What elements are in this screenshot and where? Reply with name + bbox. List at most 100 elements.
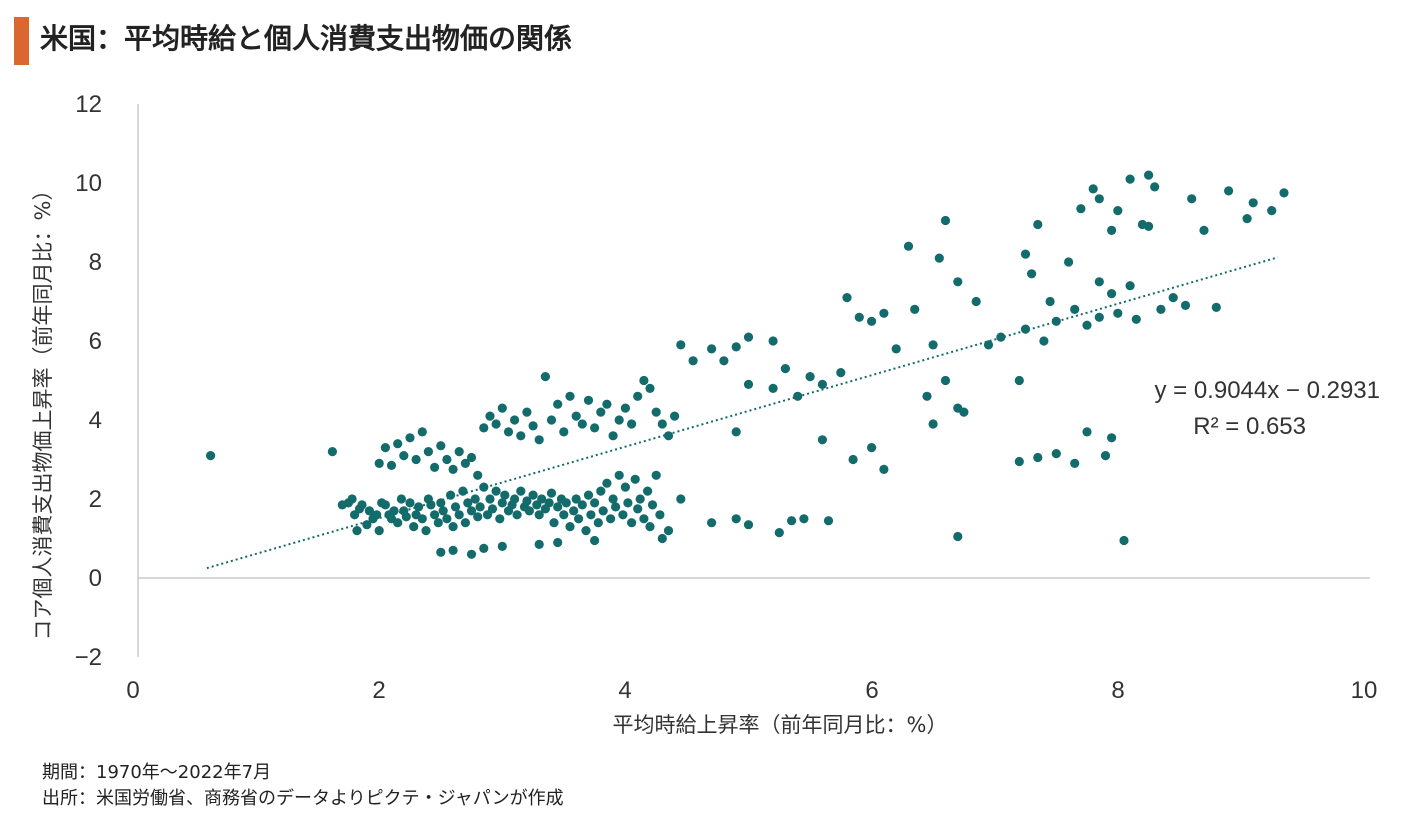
data-point bbox=[1094, 194, 1104, 204]
data-point bbox=[768, 383, 778, 393]
data-point bbox=[614, 415, 624, 425]
data-point bbox=[495, 514, 505, 524]
data-point bbox=[611, 502, 621, 512]
data-point bbox=[565, 391, 575, 401]
data-point bbox=[823, 516, 834, 526]
data-point bbox=[1064, 257, 1074, 267]
data-point bbox=[676, 494, 686, 504]
data-point bbox=[436, 547, 446, 557]
data-point bbox=[799, 514, 809, 524]
period-note: 期間：1970年～2022年7月 bbox=[42, 762, 272, 783]
data-point bbox=[1113, 206, 1123, 216]
data-point bbox=[848, 454, 858, 465]
data-point bbox=[583, 490, 594, 500]
data-point bbox=[540, 372, 551, 382]
title-accent-bar bbox=[14, 17, 29, 65]
data-point bbox=[602, 399, 612, 409]
data-point bbox=[487, 504, 498, 514]
data-point bbox=[528, 421, 538, 431]
data-point bbox=[614, 470, 624, 480]
data-point bbox=[559, 510, 569, 520]
data-point bbox=[1119, 535, 1129, 546]
data-point bbox=[743, 332, 754, 342]
y-tick-label: 0 bbox=[89, 565, 102, 592]
data-point bbox=[879, 464, 889, 474]
data-point bbox=[516, 486, 526, 496]
data-point bbox=[393, 439, 403, 449]
data-point bbox=[1082, 427, 1092, 437]
data-point bbox=[651, 407, 661, 417]
data-point bbox=[817, 435, 828, 445]
data-point bbox=[1242, 214, 1252, 224]
data-point bbox=[586, 510, 596, 520]
data-point bbox=[442, 514, 452, 524]
data-point bbox=[574, 514, 584, 524]
data-point bbox=[922, 391, 932, 401]
data-point bbox=[546, 488, 557, 498]
data-point bbox=[571, 411, 581, 421]
data-point bbox=[635, 494, 645, 504]
data-point bbox=[670, 411, 680, 421]
data-point bbox=[386, 460, 397, 470]
x-tick-label: 4 bbox=[618, 677, 631, 704]
data-point bbox=[983, 340, 994, 350]
data-point bbox=[389, 506, 399, 516]
data-point bbox=[593, 518, 603, 528]
data-point bbox=[1014, 375, 1024, 386]
data-point bbox=[1033, 452, 1043, 463]
data-point bbox=[448, 545, 458, 556]
data-point bbox=[590, 423, 600, 433]
data-point bbox=[485, 494, 495, 504]
data-point bbox=[639, 514, 649, 524]
data-point bbox=[473, 512, 483, 522]
data-point bbox=[1039, 336, 1049, 346]
data-point bbox=[497, 498, 507, 508]
data-point bbox=[1199, 225, 1209, 235]
data-point bbox=[401, 512, 411, 522]
data-point bbox=[633, 391, 643, 401]
data-point bbox=[959, 407, 969, 417]
data-point bbox=[509, 494, 520, 504]
data-point bbox=[928, 340, 938, 350]
data-point bbox=[433, 518, 443, 528]
data-point bbox=[743, 379, 754, 389]
data-point bbox=[891, 344, 901, 354]
data-point bbox=[470, 494, 480, 504]
data-point bbox=[553, 537, 563, 548]
data-point bbox=[417, 427, 427, 437]
data-point bbox=[1033, 219, 1043, 230]
data-point bbox=[491, 419, 501, 429]
data-point bbox=[537, 494, 547, 504]
data-point bbox=[409, 522, 419, 532]
data-point bbox=[522, 407, 532, 417]
data-point bbox=[731, 427, 741, 437]
data-point bbox=[1100, 451, 1111, 461]
data-point bbox=[571, 494, 581, 504]
data-point bbox=[516, 431, 526, 441]
data-point bbox=[1107, 433, 1117, 443]
data-point bbox=[485, 411, 495, 421]
data-point bbox=[1107, 289, 1117, 299]
data-point bbox=[817, 379, 828, 389]
data-point bbox=[793, 391, 803, 401]
data-point bbox=[1020, 249, 1031, 259]
data-point bbox=[393, 518, 403, 528]
data-point bbox=[399, 451, 409, 461]
data-point bbox=[479, 543, 489, 554]
data-point bbox=[442, 454, 452, 465]
data-point bbox=[719, 356, 729, 366]
data-point bbox=[454, 447, 464, 457]
data-point bbox=[417, 514, 427, 524]
data-point bbox=[364, 506, 374, 516]
data-point bbox=[357, 500, 367, 510]
data-point bbox=[405, 433, 415, 443]
data-point bbox=[569, 506, 579, 516]
data-point bbox=[651, 470, 661, 480]
data-point bbox=[436, 498, 446, 508]
y-axis-title: コア個人消費支出物価上昇率（前年同月比：%） bbox=[31, 180, 55, 641]
data-point bbox=[553, 502, 563, 512]
data-point bbox=[460, 518, 470, 528]
data-point bbox=[620, 482, 631, 492]
data-point bbox=[454, 510, 464, 520]
data-point bbox=[867, 316, 877, 326]
